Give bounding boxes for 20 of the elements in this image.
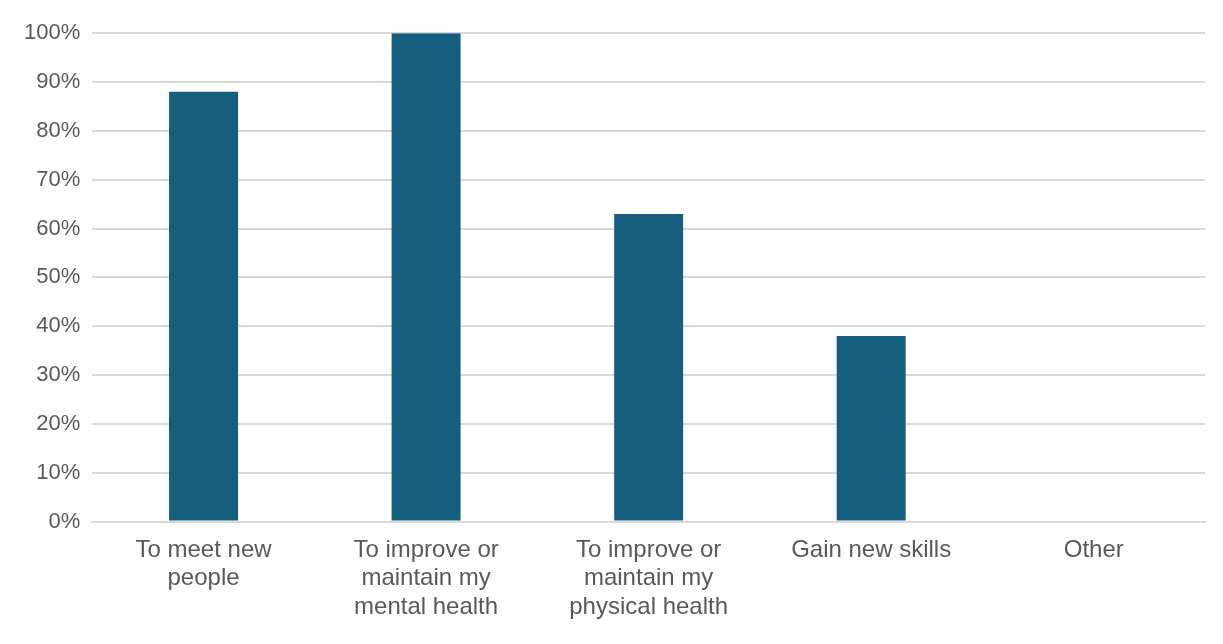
y-tick-label: 40% (36, 312, 81, 338)
y-tick-label: 20% (36, 409, 81, 435)
bar (836, 336, 906, 521)
x-tick-label: To improve or maintain my physical health (569, 534, 729, 620)
x-tick-label: To improve or maintain my mental health (353, 534, 499, 620)
bar (614, 213, 684, 521)
y-tick-label: 80% (36, 116, 81, 142)
y-tick-label: 50% (36, 263, 81, 289)
y-tick-label: 90% (36, 68, 81, 94)
x-tick-label: Gain new skills (791, 534, 952, 562)
y-tick-label: 70% (36, 165, 81, 191)
y-tick-label: 30% (36, 361, 81, 387)
y-tick-label: 0% (48, 507, 81, 533)
x-tick-label: Other (1063, 534, 1124, 562)
bar (169, 91, 239, 521)
bar (391, 33, 461, 521)
y-tick-label: 100% (23, 19, 81, 45)
y-tick-label: 10% (36, 458, 81, 484)
y-tick-label: 60% (36, 214, 81, 240)
x-tick-label: To meet new people (135, 534, 273, 591)
